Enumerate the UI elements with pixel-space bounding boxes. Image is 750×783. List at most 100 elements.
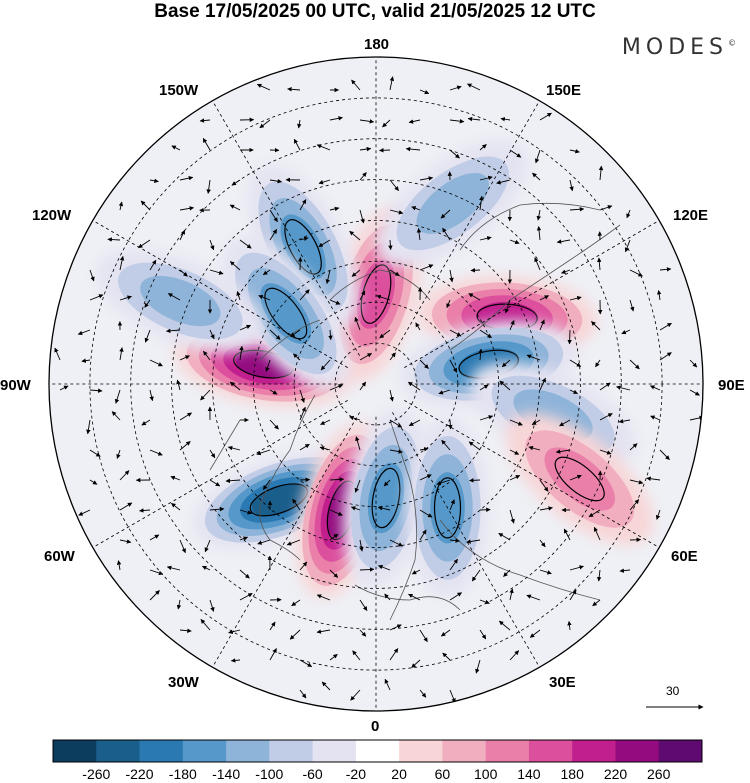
lon-label-120e: 120E [673, 207, 709, 224]
wind-vector [591, 321, 601, 331]
wind-vector [534, 149, 541, 164]
wind-vector [559, 419, 571, 427]
wind-vector [239, 536, 249, 541]
wind-vector [259, 119, 271, 129]
wind-vector [569, 359, 582, 367]
wind-vector [416, 228, 422, 241]
wind-vector [269, 621, 276, 631]
wind-vector [539, 112, 552, 121]
lon-label-120w: 120W [32, 207, 72, 224]
wind-vector [209, 329, 215, 340]
wind-vector [569, 295, 582, 301]
colorbar-swatch [312, 740, 357, 762]
colorbar-tick-label: -60 [302, 766, 323, 782]
colorbar-tick-label: -140 [212, 766, 241, 782]
wind-vector [649, 385, 661, 391]
wind-vector [466, 83, 481, 91]
wind-vector [202, 138, 211, 151]
wind-vector [539, 377, 546, 391]
wind-vector [140, 200, 151, 211]
wind-vector [359, 209, 365, 224]
wind-vector [624, 239, 631, 253]
wind-vector [321, 681, 331, 691]
wind-vector [655, 509, 661, 520]
wind-vector [179, 355, 190, 361]
wind-vector [389, 419, 403, 428]
wind-vector [111, 411, 121, 421]
wind-vector [329, 384, 344, 391]
wind-vector [354, 316, 361, 331]
wind-vector [408, 593, 421, 601]
lon-label-60e: 60E [671, 548, 698, 565]
wind-vector [498, 532, 511, 541]
colorbar-swatch [139, 740, 184, 762]
wind-vector [436, 479, 451, 486]
wind-vector [618, 418, 631, 424]
wind-vector [179, 441, 191, 451]
wind-vector [293, 353, 301, 361]
wind-vector [116, 449, 121, 459]
colorbar-tick-label: 260 [647, 766, 671, 782]
wind-vector [316, 144, 331, 151]
wind-vector [599, 449, 612, 455]
wind-vector [287, 87, 301, 92]
wind-vector [479, 415, 494, 421]
wind-vector [297, 119, 302, 129]
wind-vector [89, 388, 103, 393]
wind-vector [176, 379, 181, 391]
wind-vector [299, 689, 307, 699]
wind-vector [503, 569, 511, 577]
wind-vector [467, 116, 481, 122]
wind-vector [299, 561, 308, 571]
lon-label-90w: 90W [0, 377, 31, 394]
wind-vector [629, 359, 640, 370]
wind-vector [539, 479, 549, 492]
wind-vector [319, 446, 331, 451]
wind-vector [419, 359, 429, 369]
wind-vector [119, 255, 125, 271]
wind-vector [479, 329, 492, 338]
wind-vector [299, 236, 309, 242]
wind-vector [209, 449, 216, 459]
wind-vector [149, 449, 163, 456]
brand-text: MODES [621, 35, 728, 60]
wind-vector [419, 89, 430, 95]
wind-vector [569, 149, 580, 154]
colorbar-swatch [485, 740, 530, 762]
colorbar-swatch [96, 740, 140, 762]
wind-vector [359, 539, 364, 552]
wind-vector [59, 385, 69, 391]
wind-vector [383, 479, 391, 487]
wind-vector [292, 498, 301, 511]
wind-vector [179, 206, 195, 211]
wind-vector [629, 499, 640, 511]
wind-vector [408, 381, 421, 391]
colorbar-tick-label: -100 [255, 766, 284, 782]
wind-vector [415, 322, 421, 331]
wind-vector [500, 116, 511, 122]
wind-vector [556, 239, 571, 244]
wind-vector [329, 509, 343, 516]
colorbar-swatch [269, 740, 313, 762]
vector-scale-label: 30 [666, 684, 680, 698]
wind-vector [179, 412, 192, 421]
wind-vector [389, 352, 396, 361]
wind-vector [291, 599, 301, 607]
wind-vector [626, 209, 631, 219]
wind-vector [440, 209, 451, 219]
wind-vector [479, 599, 490, 605]
wind-vector [379, 148, 391, 153]
wind-vector [86, 419, 91, 435]
wind-vector [498, 620, 511, 631]
colorbar-tick-label: 60 [434, 766, 451, 782]
wind-vector [329, 569, 339, 578]
colorbar-swatch [658, 740, 703, 762]
colorbar-swatch [615, 740, 660, 762]
wind-vector [441, 439, 451, 451]
colorbar-swatch [528, 740, 573, 762]
wind-vector [203, 350, 211, 361]
wind-vector [359, 567, 375, 572]
wind-vector [539, 506, 553, 511]
wind-vector [325, 269, 331, 284]
wind-vector [509, 449, 520, 455]
